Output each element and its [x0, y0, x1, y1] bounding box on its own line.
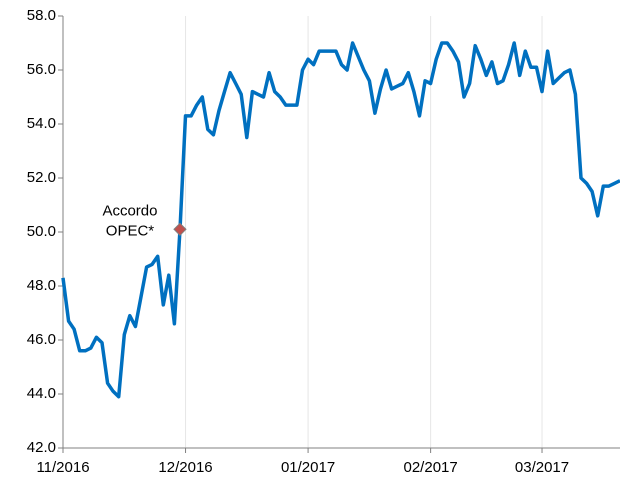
annotation-marker: [173, 222, 187, 237]
x-tick-label: 02/2017: [404, 459, 458, 476]
x-tick-label: 12/2016: [158, 459, 212, 476]
y-tick-label: 58.0: [27, 7, 56, 24]
y-tick-label: 46.0: [27, 331, 56, 348]
x-tick-label: 03/2017: [515, 459, 569, 476]
y-tick-label: 42.0: [27, 439, 56, 456]
y-tick-label: 54.0: [27, 115, 56, 132]
y-tick-label: 56.0: [27, 61, 56, 78]
price-line: [61, 41, 620, 399]
x-tick-label: 11/2016: [36, 459, 89, 476]
x-tick-label: 01/2017: [281, 459, 335, 476]
y-tick-label: 48.0: [27, 277, 56, 294]
y-tick-label: 50.0: [27, 223, 56, 240]
y-tick-label: 52.0: [27, 169, 56, 186]
annotation-text: OPEC*: [106, 222, 155, 239]
y-tick-label: 44.0: [27, 385, 56, 402]
annotation-text: Accordo: [102, 202, 157, 219]
